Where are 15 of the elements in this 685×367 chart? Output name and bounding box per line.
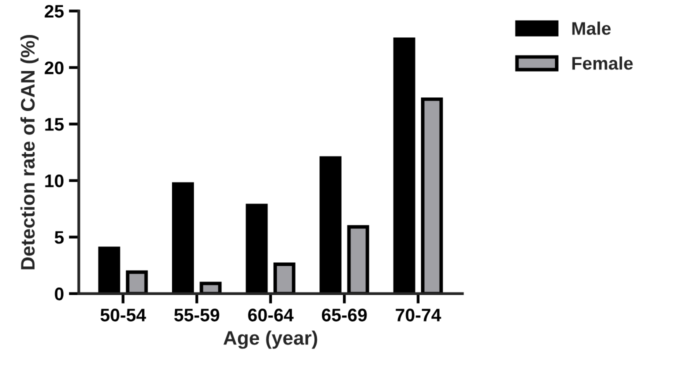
x-tick-label: 60-64 bbox=[248, 308, 294, 322]
legend-label: Female bbox=[572, 56, 633, 70]
y-tick-label: 20 bbox=[44, 61, 64, 74]
x-tick-label: 70-74 bbox=[396, 308, 442, 322]
legend-label: Male bbox=[572, 22, 611, 35]
x-tick-label: 65-69 bbox=[322, 308, 367, 322]
x-axis-title: Age (year) bbox=[224, 330, 318, 349]
y-tick-label: 25 bbox=[44, 4, 64, 18]
y-tick-label: 15 bbox=[45, 118, 64, 131]
y-axis-title: Detection rate of CAN (%) bbox=[20, 34, 39, 270]
y-tick-label: 5 bbox=[54, 231, 64, 244]
y-tick-label: 0 bbox=[54, 288, 64, 300]
y-tick-label: 10 bbox=[45, 174, 64, 188]
x-tick-label: 50-54 bbox=[100, 308, 146, 322]
x-tick-label: 55-59 bbox=[174, 308, 220, 322]
